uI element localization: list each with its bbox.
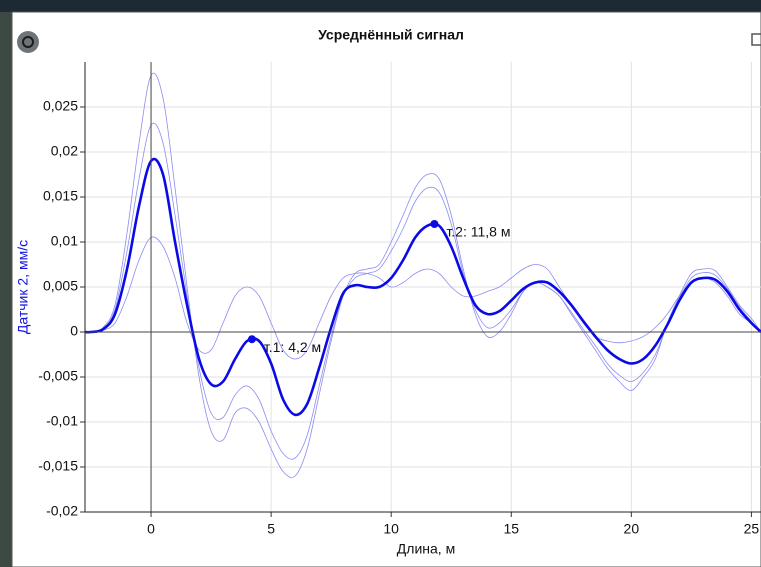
y-tick-label: -0,015 xyxy=(38,458,78,474)
point-label: т.2: 11,8 м xyxy=(446,224,510,240)
back-button[interactable] xyxy=(17,31,39,53)
x-tick-label: 15 xyxy=(503,521,519,537)
point-marker xyxy=(430,220,438,228)
y-axis-label: Датчик 2, мм/с xyxy=(15,240,31,334)
y-tick-label: 0 xyxy=(70,323,78,339)
y-tick-label: 0,005 xyxy=(43,278,78,294)
chart-window xyxy=(12,12,761,567)
point-marker xyxy=(248,335,256,343)
y-tick-label: -0,005 xyxy=(38,368,78,384)
top-strip xyxy=(0,0,761,12)
y-tick-label: 0,02 xyxy=(51,143,78,159)
x-tick-label: 10 xyxy=(383,521,399,537)
y-tick-label: 0,015 xyxy=(43,188,78,204)
screen: Усреднённый сигнал Длина, м Датчик 2, мм… xyxy=(0,0,761,567)
y-tick-label: -0,01 xyxy=(46,413,78,429)
x-tick-label: 25 xyxy=(744,521,760,537)
y-tick-label: 0,01 xyxy=(51,233,78,249)
x-tick-label: 20 xyxy=(624,521,640,537)
x-tick-label: 5 xyxy=(267,521,275,537)
chart-title: Усреднённый сигнал xyxy=(318,27,464,43)
point-label: т.1: 4,2 м xyxy=(264,339,321,355)
y-tick-label: 0,025 xyxy=(43,98,78,114)
y-tick-label: -0,02 xyxy=(46,503,78,519)
x-tick-label: 0 xyxy=(147,521,155,537)
x-axis-label: Длина, м xyxy=(397,541,455,557)
